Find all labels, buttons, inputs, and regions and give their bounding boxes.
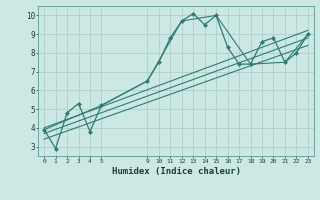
X-axis label: Humidex (Indice chaleur): Humidex (Indice chaleur)	[111, 167, 241, 176]
